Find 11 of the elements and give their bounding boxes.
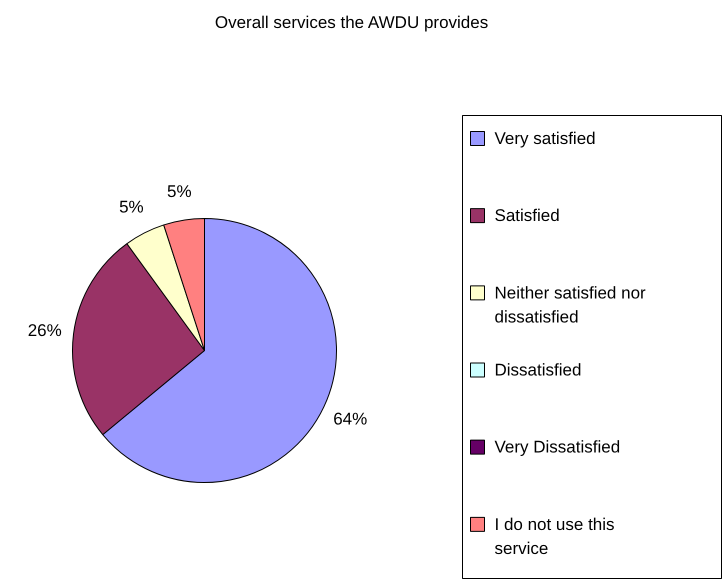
chart-title: Overall services the AWDU provides [214, 13, 488, 32]
legend-label: Very satisfied [494, 129, 596, 148]
legend-label: Very Dissatisfied [494, 438, 620, 457]
legend-label: I do not use this service [494, 514, 615, 558]
legend-label: Neither satisfied nor dissatisfied [494, 283, 646, 326]
data-label: 5% [119, 198, 144, 217]
legend-label: Satisfied [494, 206, 560, 226]
legend-label: Dissatisfied [494, 360, 582, 380]
data-label: 5% [167, 182, 192, 201]
data-label: 26% [28, 320, 62, 340]
data-label: 64% [333, 410, 368, 429]
